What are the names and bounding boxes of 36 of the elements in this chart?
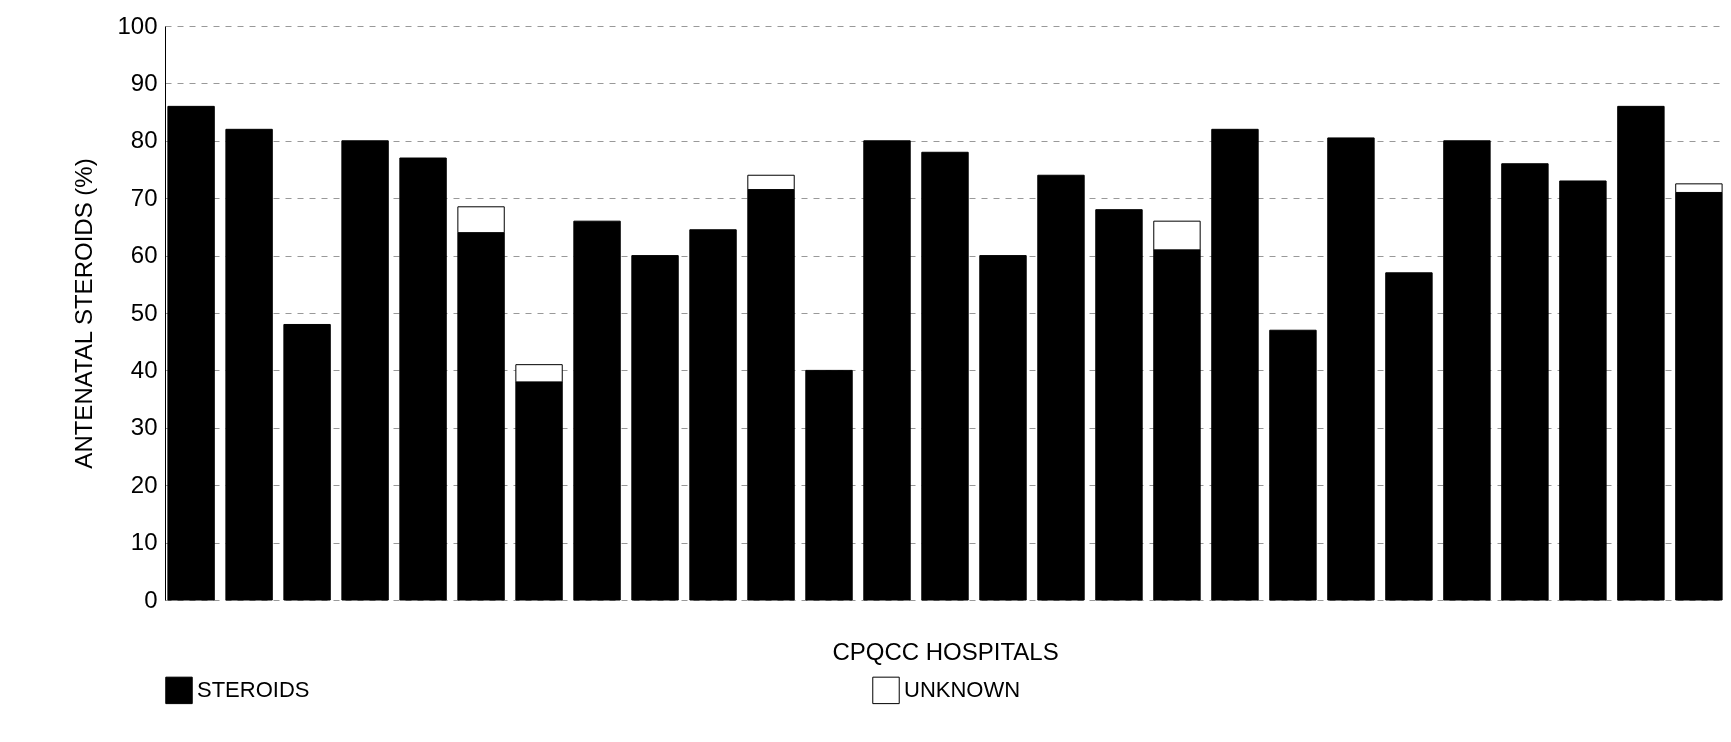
y-tick-label: 50 xyxy=(130,298,158,326)
y-tick-label: 60 xyxy=(130,241,158,269)
bar xyxy=(1501,163,1549,601)
y-tick-label: 0 xyxy=(144,585,158,613)
bar xyxy=(1559,180,1607,601)
bar xyxy=(1617,105,1665,601)
legend-label: STEROIDS xyxy=(197,677,310,703)
bar xyxy=(225,128,273,601)
bar xyxy=(399,157,447,601)
bar xyxy=(1385,272,1433,601)
bar xyxy=(283,323,331,601)
bar xyxy=(1095,209,1143,601)
bar xyxy=(1211,128,1259,601)
y-tick-label: 40 xyxy=(130,355,158,383)
bar xyxy=(1037,174,1085,601)
y-tick-label: 30 xyxy=(130,413,158,441)
y-tick-label: 10 xyxy=(130,528,158,556)
y-tick-label: 100 xyxy=(117,11,158,39)
bar xyxy=(805,369,853,601)
bar xyxy=(631,255,679,601)
bar xyxy=(341,140,389,601)
y-tick-label: 90 xyxy=(130,68,158,96)
y-tick-label: 70 xyxy=(130,183,158,211)
bar xyxy=(979,255,1027,601)
bar xyxy=(863,140,911,601)
bar xyxy=(1443,140,1491,601)
bar xyxy=(1269,329,1317,601)
x-axis-title: CPQCC HOSPITALS xyxy=(832,637,1059,665)
bar xyxy=(573,220,621,601)
y-axis-title: ANTENATAL STEROIDS (%) xyxy=(70,158,98,469)
bar xyxy=(689,229,737,601)
y-tick-label: 80 xyxy=(130,126,158,154)
bar xyxy=(1327,137,1375,601)
bar xyxy=(921,151,969,601)
legend-label: UNKNOWN xyxy=(904,677,1021,703)
y-tick-label: 20 xyxy=(130,470,158,498)
